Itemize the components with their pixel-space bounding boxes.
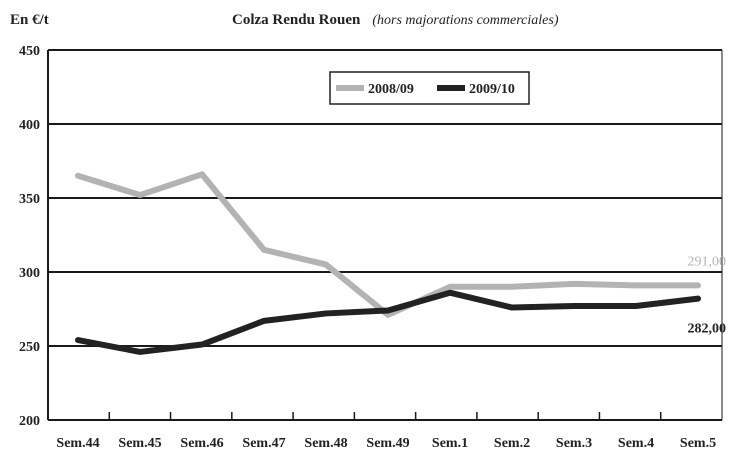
y-tick-label-200: 200 xyxy=(19,414,40,429)
data-point-2008-09-Sem.3 xyxy=(572,281,576,286)
data-point-2009-10-Sem.3 xyxy=(572,304,576,309)
data-point-2008-09-Sem.45 xyxy=(138,193,142,198)
end-value-label-2009-10: 282,00 xyxy=(688,322,727,337)
legend-label-2008-09: 2008/09 xyxy=(368,82,414,97)
legend: 2008/09 2009/10 xyxy=(329,71,530,105)
data-point-2008-09-Sem.47 xyxy=(262,247,266,252)
data-point-2008-09-Sem.48 xyxy=(324,262,328,267)
x-tick-label-Sem.47: Sem.47 xyxy=(242,436,285,451)
y-tick-label-300: 300 xyxy=(19,266,40,281)
data-point-2009-10-Sem.2 xyxy=(510,305,514,310)
data-point-2008-09-Sem.1 xyxy=(448,284,452,289)
y-axis-unit-label: En €/t xyxy=(10,12,49,28)
data-point-2009-10-Sem.48 xyxy=(324,311,328,316)
data-point-2008-09-Sem.2 xyxy=(510,284,514,289)
data-point-2009-10-Sem.1 xyxy=(448,290,452,295)
x-tick-label-Sem.44: Sem.44 xyxy=(56,436,99,451)
data-point-2008-09-Sem.49 xyxy=(386,312,390,317)
data-point-2009-10-Sem.46 xyxy=(200,342,204,347)
data-point-2008-09-Sem.5 xyxy=(696,283,700,288)
series-lines xyxy=(75,171,701,355)
data-point-2009-10-Sem.49 xyxy=(386,308,390,313)
y-tick-label-350: 350 xyxy=(19,192,40,207)
axes xyxy=(47,50,723,421)
x-tick-label-Sem.1: Sem.1 xyxy=(432,436,468,451)
x-tick-label-Sem.5: Sem.5 xyxy=(680,436,716,451)
x-tick-labels: Sem.44 Sem.45 Sem.46 Sem.47 Sem.48 Sem.49 Sem.… xyxy=(56,412,716,451)
data-point-2008-09-Sem.44 xyxy=(76,173,80,178)
y-tick-label-450: 450 xyxy=(19,44,40,59)
y-tick-label-400: 400 xyxy=(19,118,40,133)
data-labels: 291,00 282,00 xyxy=(688,254,727,336)
x-tick-label-Sem.4: Sem.4 xyxy=(618,436,654,451)
data-point-2008-09-Sem.46 xyxy=(200,172,204,177)
chart-title-group: Colza Rendu Rouen (hors majorations comm… xyxy=(232,11,559,28)
y-tick-label-250: 250 xyxy=(19,340,40,355)
x-tick-label-Sem.45: Sem.45 xyxy=(118,436,161,451)
end-value-label-2008-09: 291,00 xyxy=(688,254,727,269)
x-tick-label-Sem.46: Sem.46 xyxy=(180,436,223,451)
x-tick-label-Sem.2: Sem.2 xyxy=(494,436,530,451)
grid-lines xyxy=(48,49,722,347)
data-point-2009-10-Sem.44 xyxy=(76,338,80,343)
y-tick-labels: 200 250 300 350 400 450 xyxy=(19,44,40,429)
data-point-2009-10-Sem.5 xyxy=(696,296,700,301)
data-point-2009-10-Sem.4 xyxy=(634,304,638,309)
data-point-2009-10-Sem.45 xyxy=(138,349,142,354)
chart-title: Colza Rendu Rouen xyxy=(232,12,361,28)
legend-label-2009-10: 2009/10 xyxy=(469,82,515,97)
data-point-2008-09-Sem.4 xyxy=(634,283,638,288)
data-point-2009-10-Sem.47 xyxy=(262,318,266,323)
x-tick-label-Sem.48: Sem.48 xyxy=(304,436,347,451)
x-tick-label-Sem.3: Sem.3 xyxy=(556,436,592,451)
chart-subtitle: (hors majorations commerciales) xyxy=(372,13,558,28)
x-tick-label-Sem.49: Sem.49 xyxy=(366,436,409,451)
